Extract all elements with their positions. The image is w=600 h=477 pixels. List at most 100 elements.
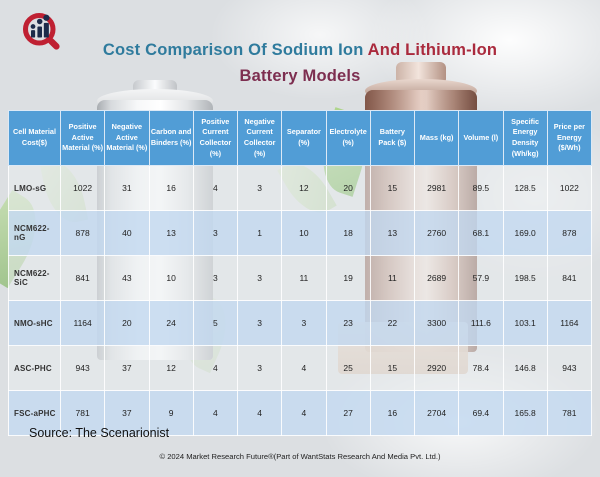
table-cell: 111.6 <box>458 300 504 346</box>
table-cell: 57.9 <box>458 255 504 301</box>
table-cell: 3300 <box>413 300 460 346</box>
table-cell: 878 <box>546 210 593 256</box>
table-cell: 3 <box>236 255 283 301</box>
table-cell: 13 <box>148 210 194 256</box>
table-cell: 37 <box>104 345 150 391</box>
table-cell: 165.8 <box>502 390 548 436</box>
table-cell: 16 <box>369 390 416 436</box>
table-cell: 22 <box>369 300 416 346</box>
table-cell: 1164 <box>546 300 593 346</box>
column-header: Carbon and Binders (%) <box>148 110 194 166</box>
row-label: NCM622-SiC <box>8 255 61 301</box>
table-cell: 2920 <box>413 345 460 391</box>
table-cell: 841 <box>59 255 106 301</box>
table-cell: 12 <box>148 345 194 391</box>
header-row: Cell Material Cost($) Positive Active Mat… <box>8 110 593 166</box>
table-cell: 68.1 <box>458 210 504 256</box>
table-cell: 943 <box>59 345 106 391</box>
table-row: NCM622-nG 878 40 13 3 1 10 18 13 2760 68.1 169.0 878 <box>8 210 593 256</box>
table-cell: 4 <box>281 345 327 391</box>
table-cell: 24 <box>148 300 194 346</box>
row-label: ASC-PHC <box>8 345 61 391</box>
title-line-2: Battery Models <box>239 66 361 85</box>
table-cell: 2760 <box>413 210 460 256</box>
table-cell: 4 <box>236 390 283 436</box>
column-header: Separator (%) <box>281 110 327 166</box>
copyright-text: © 2024 Market Research Future®(Part of W… <box>159 452 441 461</box>
table-cell: 1022 <box>546 165 593 211</box>
table-cell: 3 <box>281 300 327 346</box>
column-header: Positive Current Collector (%) <box>192 110 239 166</box>
table-cell: 19 <box>325 255 371 301</box>
table-row: LMO-sG 1022 31 16 4 3 12 20 15 2981 89.5 128.5 1022 <box>8 165 593 211</box>
column-header: Positive Active Material (%) <box>59 110 106 166</box>
column-header: Electrolyte (%) <box>325 110 371 166</box>
table-cell: 943 <box>546 345 593 391</box>
table-cell: 1 <box>236 210 283 256</box>
table-row: NCM622-SiC 841 43 10 3 3 11 19 11 2689 57.9 198.5 84… <box>8 255 593 301</box>
table-cell: 3 <box>236 345 283 391</box>
table-cell: 10 <box>148 255 194 301</box>
table-cell: 198.5 <box>502 255 548 301</box>
table-cell: 3 <box>192 210 239 256</box>
table-cell: 37 <box>104 390 150 436</box>
source-text: Source: The Scenarionist <box>29 426 170 440</box>
row-label: NCM622-nG <box>8 210 61 256</box>
table-cell: 1022 <box>59 165 106 211</box>
table-cell: 89.5 <box>458 165 504 211</box>
table-cell: 15 <box>369 345 416 391</box>
column-header: Negative Current Collector (%) <box>236 110 283 166</box>
comparison-table: Cell Material Cost($) Positive Active Mat… <box>8 110 593 436</box>
table-cell: 11 <box>369 255 416 301</box>
table-cell: 16 <box>148 165 194 211</box>
table-cell: 4 <box>192 390 239 436</box>
title-line-1: Cost Comparison Of Sodium Ion And Lithiu… <box>0 38 600 64</box>
table-cell: 43 <box>104 255 150 301</box>
table-cell: 27 <box>325 390 371 436</box>
table-cell: 78.4 <box>458 345 504 391</box>
table-cell: 13 <box>369 210 416 256</box>
column-header: Price per Energy ($/Wh) <box>546 110 593 166</box>
table-cell: 9 <box>148 390 194 436</box>
column-header: Negative Active Material (%) <box>104 110 150 166</box>
table-cell: 20 <box>104 300 150 346</box>
market-research-future-logo <box>20 10 64 54</box>
table-cell: 3 <box>192 255 239 301</box>
table-cell: 3 <box>236 300 283 346</box>
row-label: LMO-sG <box>8 165 61 211</box>
table-cell: 4 <box>192 165 239 211</box>
table-body: LMO-sG 1022 31 16 4 3 12 20 15 2981 89.5 128.5 1022 N… <box>8 165 593 436</box>
table-cell: 103.1 <box>502 300 548 346</box>
table-cell: 11 <box>281 255 327 301</box>
column-header: Volume (l) <box>458 110 504 166</box>
table-cell: 781 <box>546 390 593 436</box>
row-label: FSC-aPHC <box>8 390 61 436</box>
table-cell: 23 <box>325 300 371 346</box>
table-cell: 69.4 <box>458 390 504 436</box>
table-cell: 146.8 <box>502 345 548 391</box>
table-cell: 781 <box>59 390 106 436</box>
table-cell: 841 <box>546 255 593 301</box>
table-cell: 128.5 <box>502 165 548 211</box>
table-cell: 12 <box>281 165 327 211</box>
title-lithium-part: And Lithium-Ion <box>363 41 498 59</box>
column-header: Specific Energy Density (Wh/kg) <box>502 110 548 166</box>
table-cell: 3 <box>236 165 283 211</box>
table-cell: 169.0 <box>502 210 548 256</box>
table-row: FSC-aPHC 781 37 9 4 4 4 27 16 2704 69.4 165.8 781 <box>8 390 593 436</box>
table-cell: 4 <box>192 345 239 391</box>
table-cell: 40 <box>104 210 150 256</box>
table-cell: 15 <box>369 165 416 211</box>
table-row: ASC-PHC 943 37 12 4 3 4 25 15 2920 78.4 146.8 943 <box>8 345 593 391</box>
table-cell: 878 <box>59 210 106 256</box>
table-cell: 2689 <box>413 255 460 301</box>
table-cell: 4 <box>281 390 327 436</box>
table-cell: 2704 <box>413 390 460 436</box>
magnifier-bar-chart-icon <box>22 12 60 50</box>
corner-header: Cell Material Cost($) <box>8 110 61 166</box>
table-cell: 2981 <box>413 165 460 211</box>
column-header: Mass (kg) <box>413 110 460 166</box>
table-cell: 5 <box>192 300 239 346</box>
table-cell: 1164 <box>59 300 106 346</box>
